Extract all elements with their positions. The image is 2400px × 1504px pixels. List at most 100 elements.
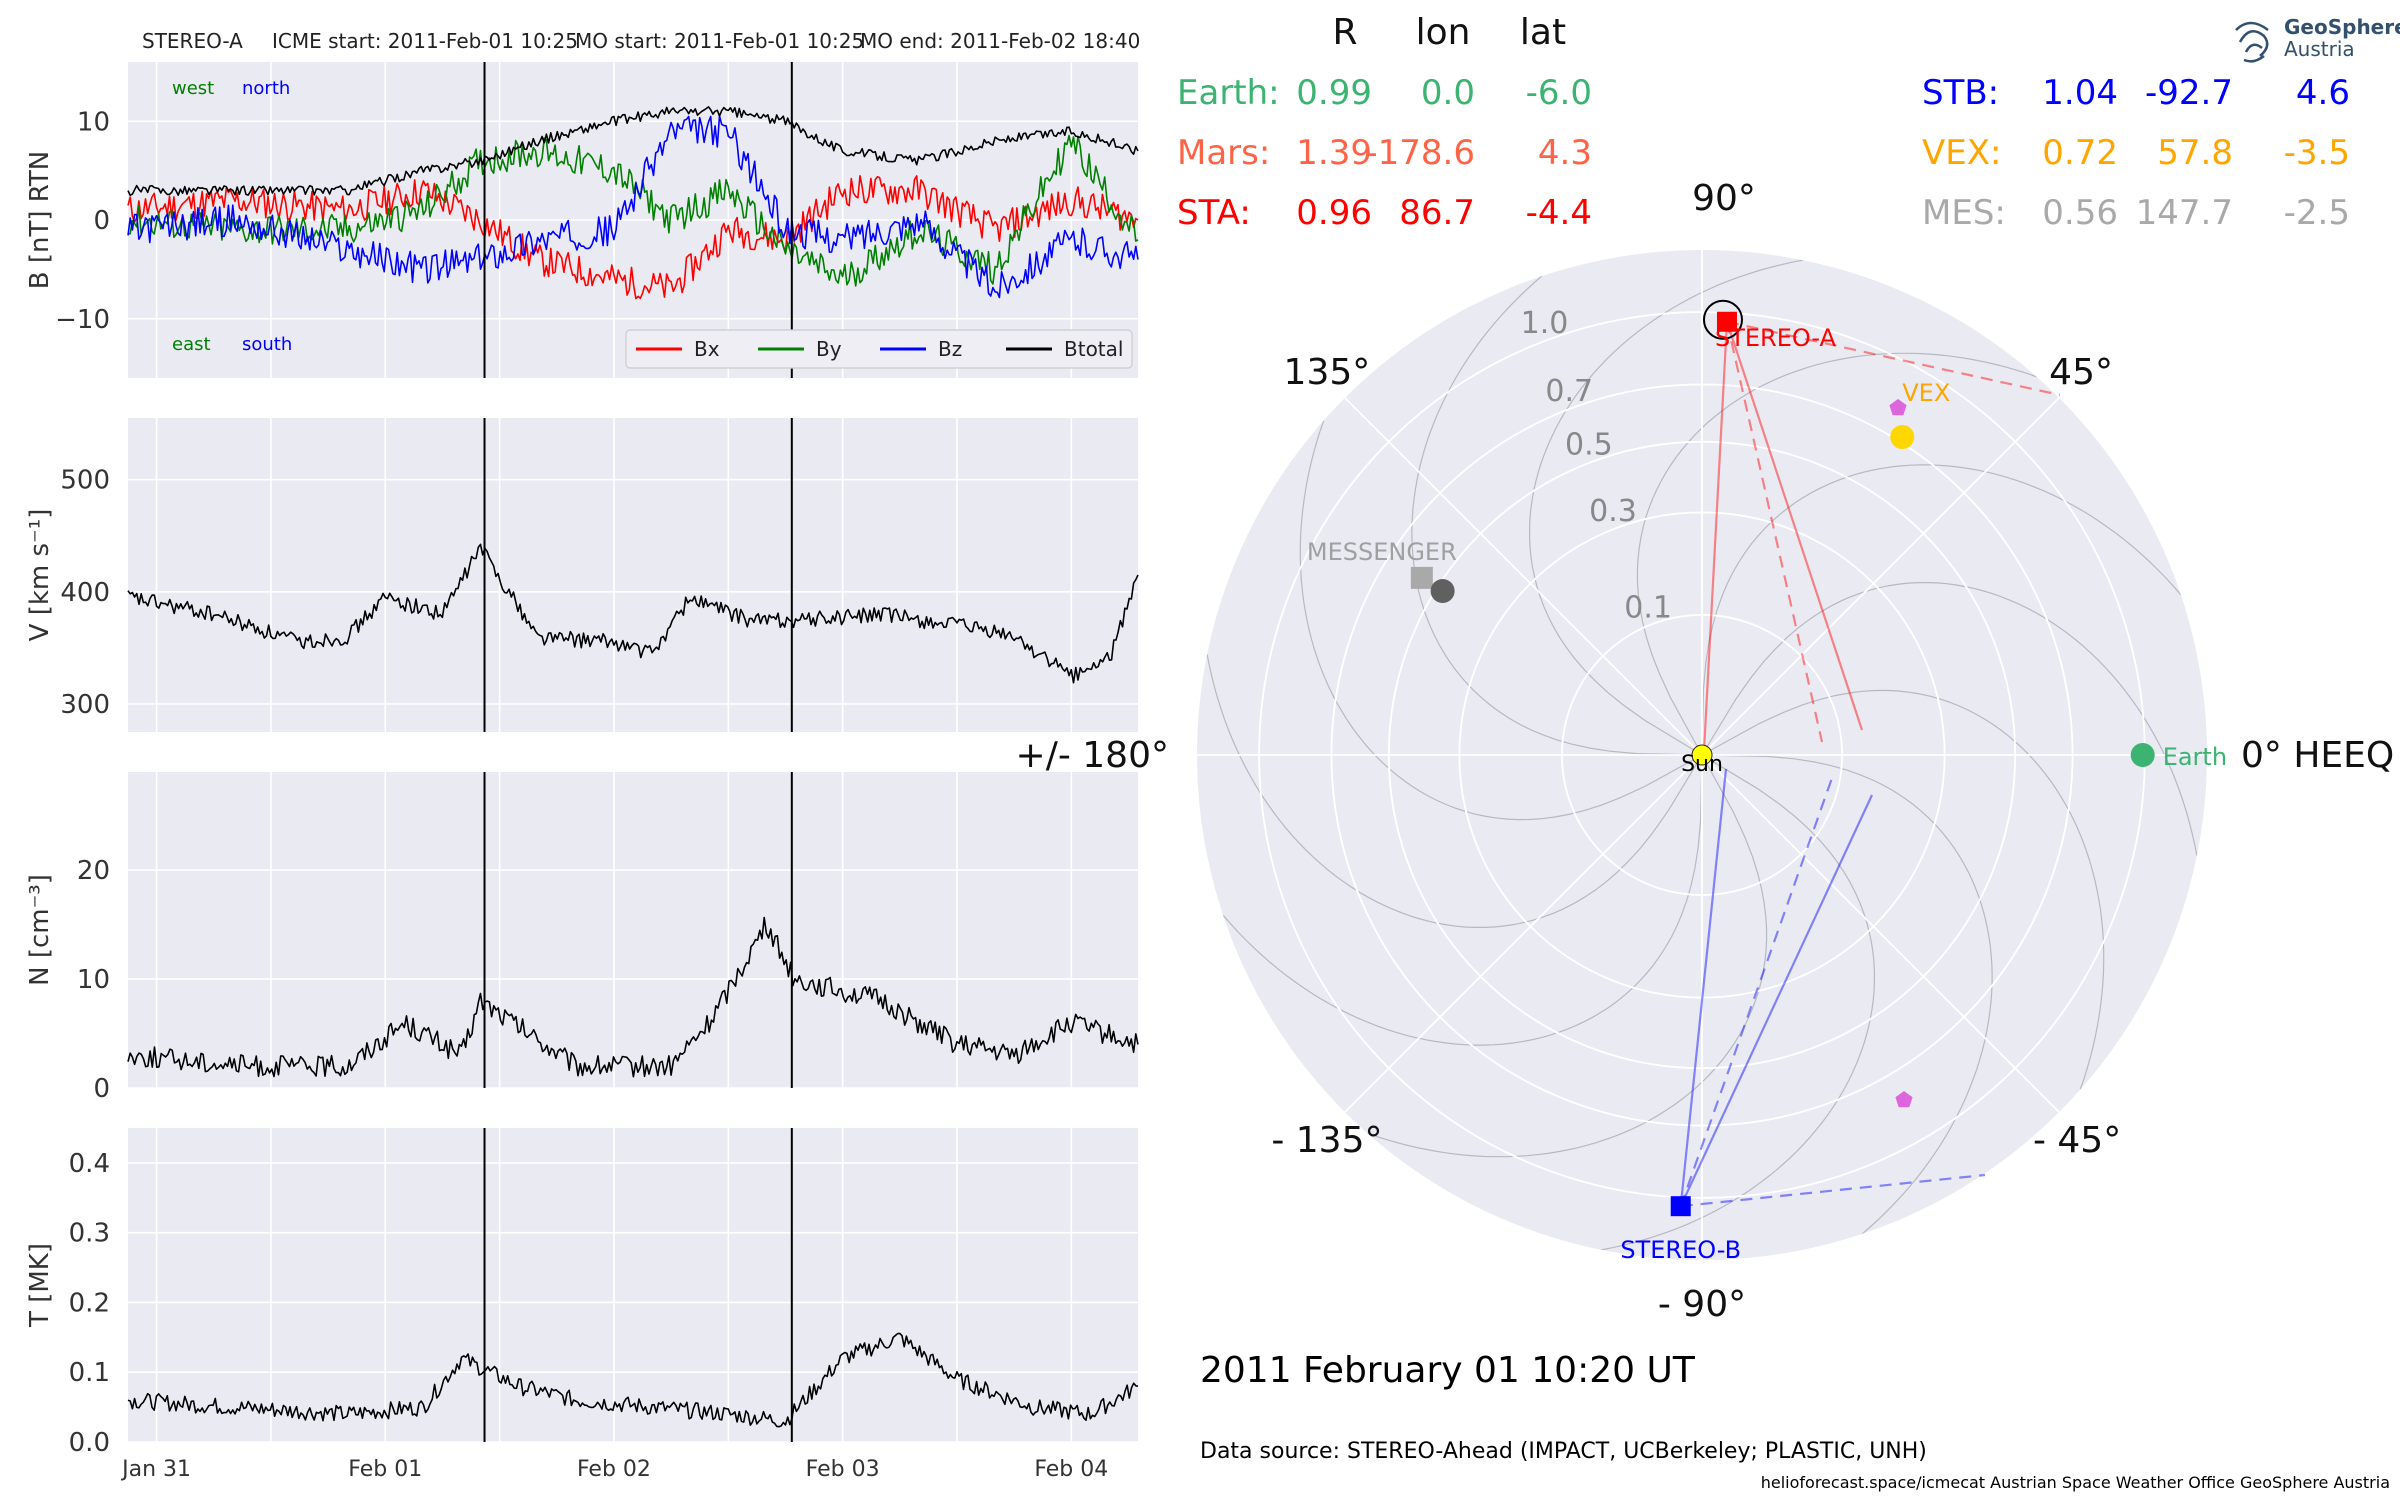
angle-label: - 45° bbox=[2033, 1120, 2121, 1161]
table-cell-r: 0.56 bbox=[2042, 193, 2118, 233]
table-cell-lat: -4.4 bbox=[1526, 193, 1592, 233]
table-cell-lat: -2.5 bbox=[2284, 193, 2350, 233]
spiral-line bbox=[1299, 420, 1703, 821]
header: STEREO-A ICME start: 2011-Feb-01 10:25 M… bbox=[142, 29, 1140, 53]
table-header-lon: lon bbox=[1416, 12, 1471, 53]
spiral-line bbox=[1701, 581, 2198, 856]
table-cell-r: 1.39 bbox=[1296, 133, 1372, 173]
stereo-a-label: STEREO-A bbox=[1715, 324, 1837, 352]
y-tick-label: 0.0 bbox=[69, 1428, 110, 1458]
pentagon-marker bbox=[1895, 1091, 1913, 1108]
spiral-line bbox=[1701, 754, 1993, 1235]
table-cell-lat: -6.0 bbox=[1526, 73, 1592, 113]
panel-4: 0.0 0.1 0.2 0.3 0.4 T [MK] Jan 31 Feb 01 Feb 02 F… bbox=[25, 1128, 1187, 1482]
stb-wide-dashed-line bbox=[1680, 1173, 1986, 1208]
table-header-lat: lat bbox=[1520, 12, 1566, 53]
y-tick-label: 0.4 bbox=[69, 1149, 110, 1179]
spiral-line bbox=[1367, 754, 1768, 1158]
table-cell-lon: 57.8 bbox=[2157, 133, 2233, 173]
table-cell-lat: 4.6 bbox=[2296, 73, 2350, 113]
vex-marker bbox=[1890, 424, 1915, 449]
x-tick-label: Feb 01 bbox=[348, 1457, 422, 1482]
y-tick-label: −10 bbox=[55, 305, 110, 335]
angle-label: 135° bbox=[1284, 352, 1371, 393]
table-row-label: Earth: bbox=[1177, 73, 1280, 113]
table-cell-lat: 4.3 bbox=[1538, 133, 1592, 173]
earth-label: Earth bbox=[2163, 743, 2227, 771]
y-tick-label: 10 bbox=[77, 965, 110, 995]
angle-label: 90° bbox=[1692, 178, 1756, 219]
stb-sun-line bbox=[1679, 768, 1728, 1207]
spiral-line bbox=[1528, 259, 1803, 756]
stereo-b-marker bbox=[1670, 1196, 1691, 1217]
table-cell-r: 1.04 bbox=[2042, 73, 2118, 113]
x-tick-label: Feb 02 bbox=[577, 1457, 651, 1482]
stb-fov-line bbox=[1679, 794, 1873, 1207]
earth-marker bbox=[2130, 743, 2155, 767]
series-bx-line bbox=[127, 175, 1139, 300]
y-tick-label: 400 bbox=[60, 578, 110, 608]
legend-label-bx: Bx bbox=[694, 337, 720, 361]
stb-fov-dashed-line bbox=[1679, 777, 1834, 1207]
planet-marker bbox=[1430, 579, 1455, 604]
x-tick-label: Feb 04 bbox=[1034, 1457, 1108, 1482]
spiral-line bbox=[1601, 754, 1876, 1251]
table-cell-r: 0.96 bbox=[1296, 193, 1372, 233]
table-cell-lat: -3.5 bbox=[2284, 133, 2350, 173]
sun-marker bbox=[1691, 744, 1713, 766]
table-cell-lon: 86.7 bbox=[1399, 193, 1475, 233]
x-tick-label: Feb 03 bbox=[806, 1457, 880, 1482]
y-tick-label: 0.2 bbox=[69, 1288, 110, 1318]
pentagon-marker bbox=[1889, 399, 1907, 416]
table-cell-r: 0.99 bbox=[1296, 73, 1372, 113]
angular-spoke bbox=[1701, 397, 2060, 756]
data-source: Data source: STEREO-Ahead (IMPACT, UCBer… bbox=[1200, 1439, 1927, 1464]
footer-credits: helioforecast.space/icmecat Austrian Spa… bbox=[1761, 1473, 2390, 1492]
stereo-a-marker bbox=[1716, 311, 1737, 332]
y-tick-label: 0 bbox=[93, 206, 110, 236]
sta-wide-dashed-line bbox=[1726, 320, 2061, 397]
annotation-west: west bbox=[172, 78, 214, 99]
table-row-label: Mars: bbox=[1177, 133, 1270, 173]
table-header-r: R bbox=[1332, 12, 1357, 53]
messenger-marker bbox=[1410, 566, 1433, 589]
angle-label: - 90° bbox=[1658, 1284, 1746, 1325]
angle-label: 45° bbox=[2049, 352, 2113, 393]
y-tick-label: 20 bbox=[77, 856, 110, 886]
panel-1: −10 0 10 B [nT] RTN west north east south Bx By Bz… bbox=[25, 62, 1187, 378]
sta-fov-line bbox=[1725, 321, 1864, 731]
series-bz-line bbox=[127, 115, 1139, 299]
radial-tick-label: 1.0 bbox=[1521, 306, 1569, 341]
polar-grid bbox=[1197, 250, 2207, 1260]
spiral-line bbox=[1206, 654, 1703, 929]
legend-label-by: By bbox=[816, 337, 842, 361]
polar-plot: 0.1 0.3 0.5 0.7 1.0 90° 45° 0° HEEQ - 45° - 90° - … bbox=[1016, 178, 2395, 1325]
sun-label: Sun bbox=[1681, 752, 1723, 777]
vex-label: VEX bbox=[1902, 379, 1950, 407]
series-v-line bbox=[127, 543, 1139, 684]
y-tick-label: 300 bbox=[60, 690, 110, 720]
y-tick-label: 500 bbox=[60, 466, 110, 496]
angle-label: - 135° bbox=[1271, 1120, 1382, 1161]
series-t-line bbox=[127, 1332, 1139, 1428]
stereo-b-label: STEREO-B bbox=[1620, 1236, 1741, 1264]
annotation-south: south bbox=[242, 334, 292, 355]
annotation-north: north bbox=[242, 78, 290, 99]
header-mo-start: MO start: 2011-Feb-01 10:25 bbox=[575, 29, 864, 53]
y-tick-label: 10 bbox=[77, 107, 110, 137]
panel-background bbox=[128, 1128, 1138, 1442]
table-cell-r: 0.72 bbox=[2042, 133, 2118, 173]
spiral-line bbox=[1701, 464, 2182, 756]
timeseries-panels: −10 0 10 B [nT] RTN west north east south Bx By Bz… bbox=[25, 62, 1187, 1482]
radial-tick-label: 0.3 bbox=[1589, 494, 1637, 529]
table-row-label: VEX: bbox=[1922, 133, 2002, 173]
series-n-line bbox=[127, 916, 1139, 1078]
panel-3: 0 10 20 N [cm⁻³] bbox=[25, 772, 1187, 1104]
annotation-east: east bbox=[172, 334, 211, 355]
panel-background bbox=[128, 418, 1138, 732]
legend-box bbox=[625, 329, 1133, 369]
spiral-line bbox=[1411, 275, 1703, 756]
angle-label: 0° HEEQ bbox=[2241, 735, 2394, 776]
logo-swirl-icon bbox=[2235, 21, 2269, 63]
